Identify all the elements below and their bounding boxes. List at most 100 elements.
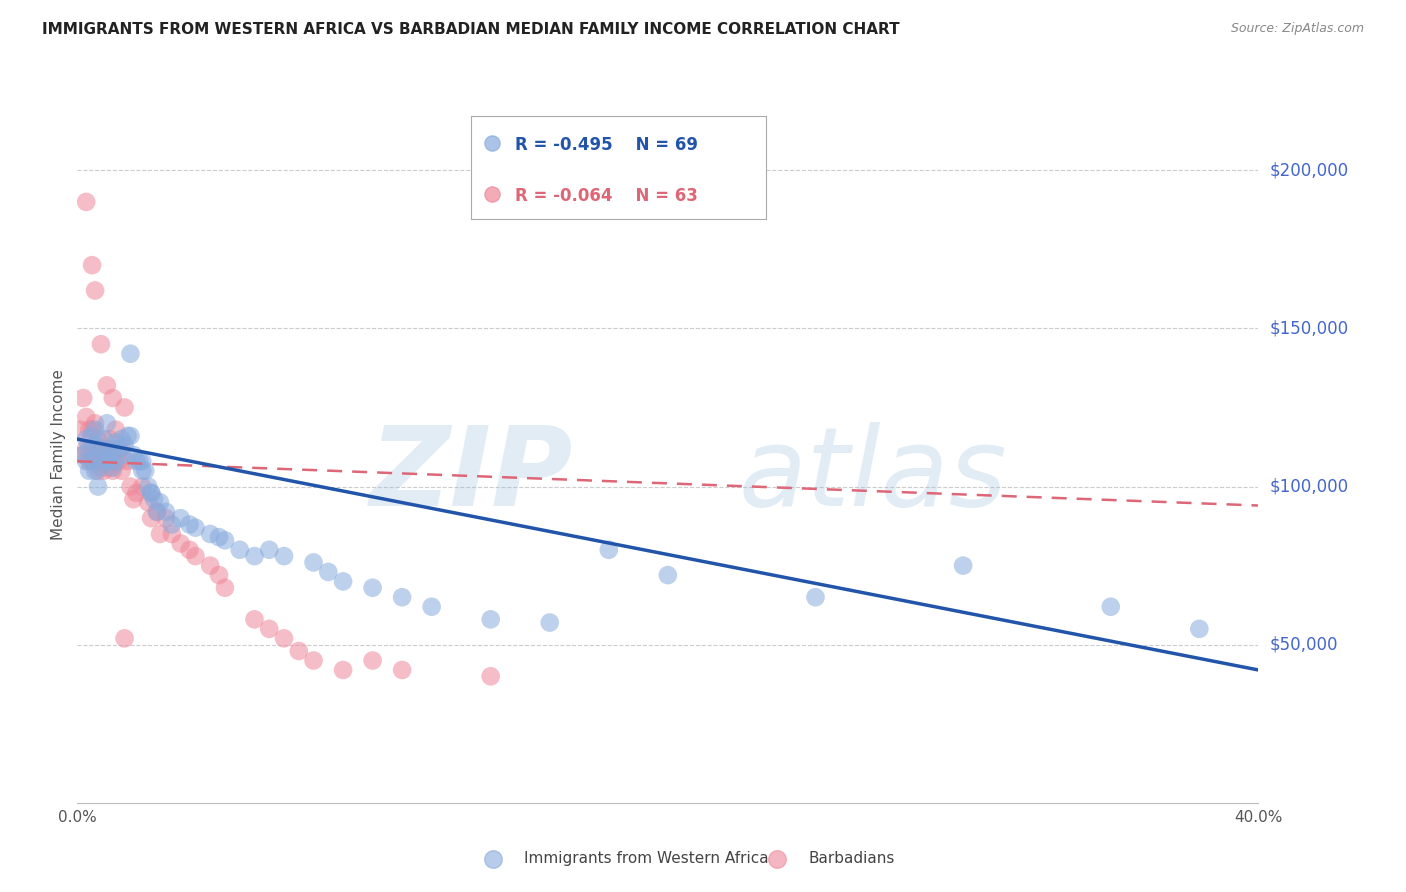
Point <box>101 460 124 475</box>
Point <box>98 448 121 462</box>
Point <box>104 435 127 450</box>
Point <box>273 632 295 646</box>
Text: R = -0.064    N = 63: R = -0.064 N = 63 <box>516 187 699 205</box>
Point <box>288 644 311 658</box>
Point <box>82 423 104 437</box>
Point <box>146 505 169 519</box>
Point <box>141 486 163 500</box>
Point <box>90 442 112 456</box>
Point <box>598 542 620 557</box>
Point <box>101 464 124 478</box>
Point <box>98 454 121 468</box>
Point <box>84 464 107 478</box>
Point <box>87 464 110 478</box>
Point <box>131 479 153 493</box>
Point <box>143 492 166 507</box>
Point <box>214 581 236 595</box>
Point <box>657 568 679 582</box>
Point <box>952 558 974 573</box>
Point <box>90 460 112 475</box>
Point <box>104 454 127 468</box>
Point <box>200 527 222 541</box>
Point <box>87 448 110 462</box>
Point <box>214 533 236 548</box>
Point <box>184 521 207 535</box>
Point <box>125 454 148 468</box>
Point <box>170 536 193 550</box>
Point <box>1188 622 1211 636</box>
Point <box>111 442 132 456</box>
Point <box>420 599 443 614</box>
Point <box>184 549 207 563</box>
Point <box>96 451 118 466</box>
Point <box>69 423 91 437</box>
Point <box>111 464 132 478</box>
Point <box>77 464 100 478</box>
Point <box>243 612 266 626</box>
Point <box>114 632 136 646</box>
Point <box>101 448 124 462</box>
Point <box>84 438 107 452</box>
Point <box>82 258 104 272</box>
Point <box>114 438 136 452</box>
Point <box>208 530 231 544</box>
Point <box>111 432 132 446</box>
Point <box>479 612 502 626</box>
Point <box>77 423 100 437</box>
Point <box>259 622 281 636</box>
Point <box>228 542 252 557</box>
Text: Barbadians: Barbadians <box>808 851 894 866</box>
Point <box>141 486 163 500</box>
Point <box>90 442 112 456</box>
Point <box>96 378 118 392</box>
Point <box>98 432 121 446</box>
Point <box>125 486 148 500</box>
Point <box>208 568 231 582</box>
Y-axis label: Median Family Income: Median Family Income <box>51 369 66 541</box>
Point <box>75 194 97 209</box>
Point <box>141 511 163 525</box>
Text: $150,000: $150,000 <box>1270 319 1348 337</box>
Point <box>93 432 115 446</box>
Point <box>122 448 145 462</box>
Text: $50,000: $50,000 <box>1270 636 1339 654</box>
Point <box>149 495 172 509</box>
Text: ZIP: ZIP <box>370 422 574 529</box>
Point <box>302 556 325 570</box>
Text: atlas: atlas <box>738 422 1007 529</box>
Point <box>87 479 110 493</box>
Point <box>200 558 222 573</box>
Point <box>146 505 169 519</box>
Point <box>391 591 413 605</box>
Point <box>96 454 118 468</box>
Point <box>149 527 172 541</box>
Point <box>82 442 104 456</box>
Point <box>72 448 94 462</box>
Point <box>107 442 129 456</box>
Point <box>134 464 156 478</box>
Point <box>155 511 177 525</box>
Point <box>120 479 142 493</box>
Point <box>101 442 124 456</box>
Point <box>77 442 100 456</box>
Point <box>243 549 266 563</box>
Point <box>90 454 112 468</box>
Point <box>120 429 142 443</box>
Point <box>136 495 159 509</box>
Point <box>84 423 107 437</box>
Point <box>117 429 139 443</box>
Point <box>101 391 124 405</box>
Point <box>82 454 104 468</box>
Point <box>77 454 100 468</box>
Point <box>361 581 384 595</box>
Point <box>160 517 183 532</box>
Point <box>87 454 110 468</box>
Text: $200,000: $200,000 <box>1270 161 1348 179</box>
Point <box>332 574 354 589</box>
Point <box>391 663 413 677</box>
Point <box>136 479 159 493</box>
Point <box>117 454 139 468</box>
Point <box>75 409 97 424</box>
Text: IMMIGRANTS FROM WESTERN AFRICA VS BARBADIAN MEDIAN FAMILY INCOME CORRELATION CHA: IMMIGRANTS FROM WESTERN AFRICA VS BARBAD… <box>42 22 900 37</box>
Point <box>361 653 384 667</box>
